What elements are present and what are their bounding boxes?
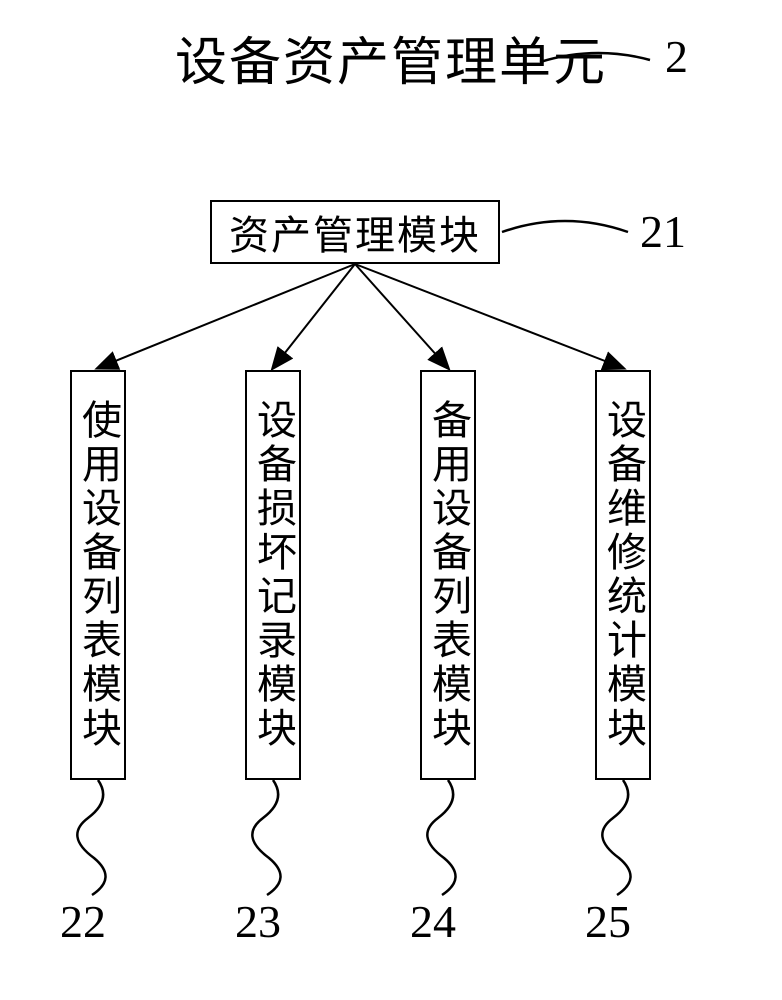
child-box-3-label: 设备维修统计模块	[594, 399, 652, 751]
title-ref-number: 2	[665, 30, 688, 83]
squiggle-1	[252, 780, 280, 895]
child-box-1-label: 设备损坏记录模块	[244, 399, 302, 751]
squiggle-3	[602, 780, 630, 895]
child-box-3: 设备维修统计模块	[595, 370, 651, 780]
squiggle-2	[427, 780, 455, 895]
child-box-2-label: 备用设备列表模块	[419, 399, 477, 751]
child-ref-1: 23	[235, 895, 281, 948]
root-box: 资产管理模块	[210, 200, 500, 264]
child-ref-2: 24	[410, 895, 456, 948]
arrow-2	[355, 264, 448, 368]
root-connector	[502, 221, 628, 232]
arrow-1	[273, 264, 355, 368]
arrow-0	[98, 264, 355, 368]
diagram-title: 设备资产管理单元	[175, 20, 607, 95]
child-box-2: 备用设备列表模块	[420, 370, 476, 780]
child-ref-0: 22	[60, 895, 106, 948]
child-box-0-label: 使用设备列表模块	[69, 399, 127, 751]
root-box-label: 资产管理模块	[229, 203, 481, 261]
child-ref-3: 25	[585, 895, 631, 948]
child-box-1: 设备损坏记录模块	[245, 370, 301, 780]
arrow-3	[355, 264, 623, 368]
root-ref-number: 21	[640, 205, 686, 258]
squiggle-0	[77, 780, 105, 895]
child-box-0: 使用设备列表模块	[70, 370, 126, 780]
